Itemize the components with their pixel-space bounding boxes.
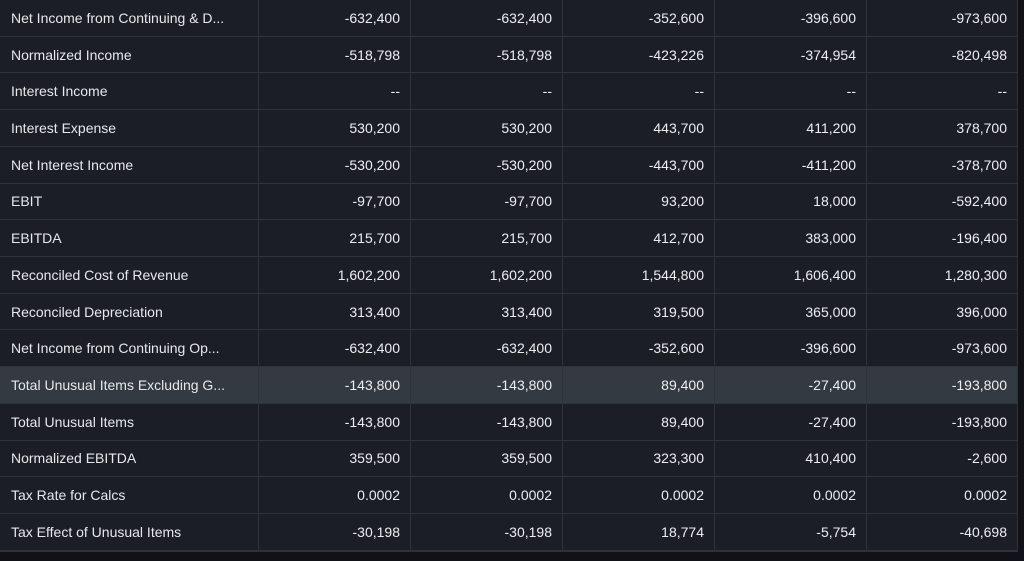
row-value: --: [563, 73, 715, 111]
row-value: -396,600: [715, 330, 867, 368]
row-label: Net Income from Continuing & D...: [0, 0, 259, 37]
row-value: 1,280,300: [867, 257, 1018, 294]
row-value: 0.0002: [563, 477, 715, 515]
row-value: 411,200: [715, 110, 867, 147]
row-value: -530,200: [411, 146, 563, 184]
row-value: 89,400: [563, 367, 715, 404]
row-value: -97,700: [259, 183, 411, 221]
row-value: 1,602,200: [411, 257, 563, 294]
row-value: 0.0002: [715, 477, 867, 515]
row-value: 530,200: [259, 110, 411, 147]
row-value: --: [259, 73, 411, 111]
row-value: -40,698: [867, 514, 1018, 551]
row-value: -196,400: [867, 220, 1018, 258]
row-label: Tax Rate for Calcs: [0, 477, 259, 515]
row-value: -30,198: [259, 514, 411, 551]
row-value: 1,602,200: [259, 257, 411, 294]
row-label: Normalized EBITDA: [0, 440, 259, 478]
row-value: -632,400: [411, 330, 563, 368]
row-value: 1,544,800: [563, 257, 715, 294]
row-value: -143,800: [411, 367, 563, 404]
row-value: --: [715, 73, 867, 111]
row-value: 383,000: [715, 220, 867, 258]
row-label: Reconciled Cost of Revenue: [0, 257, 259, 294]
row-value: 378,700: [867, 110, 1018, 147]
row-value: -632,400: [259, 0, 411, 37]
row-value: -143,800: [259, 403, 411, 441]
row-value: -30,198: [411, 514, 563, 551]
row-value: -97,700: [411, 183, 563, 221]
row-label: Total Unusual Items Excluding G...: [0, 367, 259, 404]
row-value: -143,800: [411, 403, 563, 441]
row-value: -423,226: [563, 36, 715, 74]
row-value: 359,500: [411, 440, 563, 478]
row-value: 89,400: [563, 403, 715, 441]
row-value: 396,000: [867, 293, 1018, 331]
row-value: 443,700: [563, 110, 715, 147]
row-value: 93,200: [563, 183, 715, 221]
row-value: 215,700: [259, 220, 411, 258]
row-value: 410,400: [715, 440, 867, 478]
row-value: -411,200: [715, 146, 867, 184]
row-value: -443,700: [563, 146, 715, 184]
row-value: -5,754: [715, 514, 867, 551]
row-label: EBIT: [0, 183, 259, 221]
row-label: Tax Effect of Unusual Items: [0, 514, 259, 551]
row-value: -193,800: [867, 367, 1018, 404]
row-value: -352,600: [563, 330, 715, 368]
row-value: -973,600: [867, 330, 1018, 368]
row-value: 530,200: [411, 110, 563, 147]
row-value: -396,600: [715, 0, 867, 37]
row-label: Normalized Income: [0, 36, 259, 74]
row-value: 365,000: [715, 293, 867, 331]
row-value: --: [411, 73, 563, 111]
row-value: -820,498: [867, 36, 1018, 74]
row-value: 319,500: [563, 293, 715, 331]
row-value: 412,700: [563, 220, 715, 258]
row-value: -518,798: [411, 36, 563, 74]
row-value: 313,400: [411, 293, 563, 331]
row-value: -374,954: [715, 36, 867, 74]
row-value: -27,400: [715, 367, 867, 404]
row-value: 1,606,400: [715, 257, 867, 294]
financials-table: Net Income from Continuing & D... -632,4…: [0, 0, 1018, 552]
row-value: 215,700: [411, 220, 563, 258]
row-value: -632,400: [411, 0, 563, 37]
row-value: --: [867, 73, 1018, 111]
row-label: EBITDA: [0, 220, 259, 258]
row-label: Interest Expense: [0, 110, 259, 147]
row-label: Reconciled Depreciation: [0, 293, 259, 331]
row-value: -27,400: [715, 403, 867, 441]
row-value: -518,798: [259, 36, 411, 74]
row-label: Total Unusual Items: [0, 403, 259, 441]
row-value: 0.0002: [259, 477, 411, 515]
row-value: 0.0002: [411, 477, 563, 515]
row-value: -592,400: [867, 183, 1018, 221]
row-value: -378,700: [867, 146, 1018, 184]
row-value: 0.0002: [867, 477, 1018, 515]
row-value: -530,200: [259, 146, 411, 184]
row-value: 18,000: [715, 183, 867, 221]
row-value: -352,600: [563, 0, 715, 37]
row-value: -193,800: [867, 403, 1018, 441]
row-label: Interest Income: [0, 73, 259, 111]
row-value: 323,300: [563, 440, 715, 478]
row-value: 18,774: [563, 514, 715, 551]
row-label: Net Interest Income: [0, 146, 259, 184]
row-value: 359,500: [259, 440, 411, 478]
right-edge-background: [1018, 0, 1024, 561]
row-value: 313,400: [259, 293, 411, 331]
row-label: Net Income from Continuing Op...: [0, 330, 259, 368]
row-value: -973,600: [867, 0, 1018, 37]
row-value: -632,400: [259, 330, 411, 368]
row-value: -143,800: [259, 367, 411, 404]
row-value: -2,600: [867, 440, 1018, 478]
